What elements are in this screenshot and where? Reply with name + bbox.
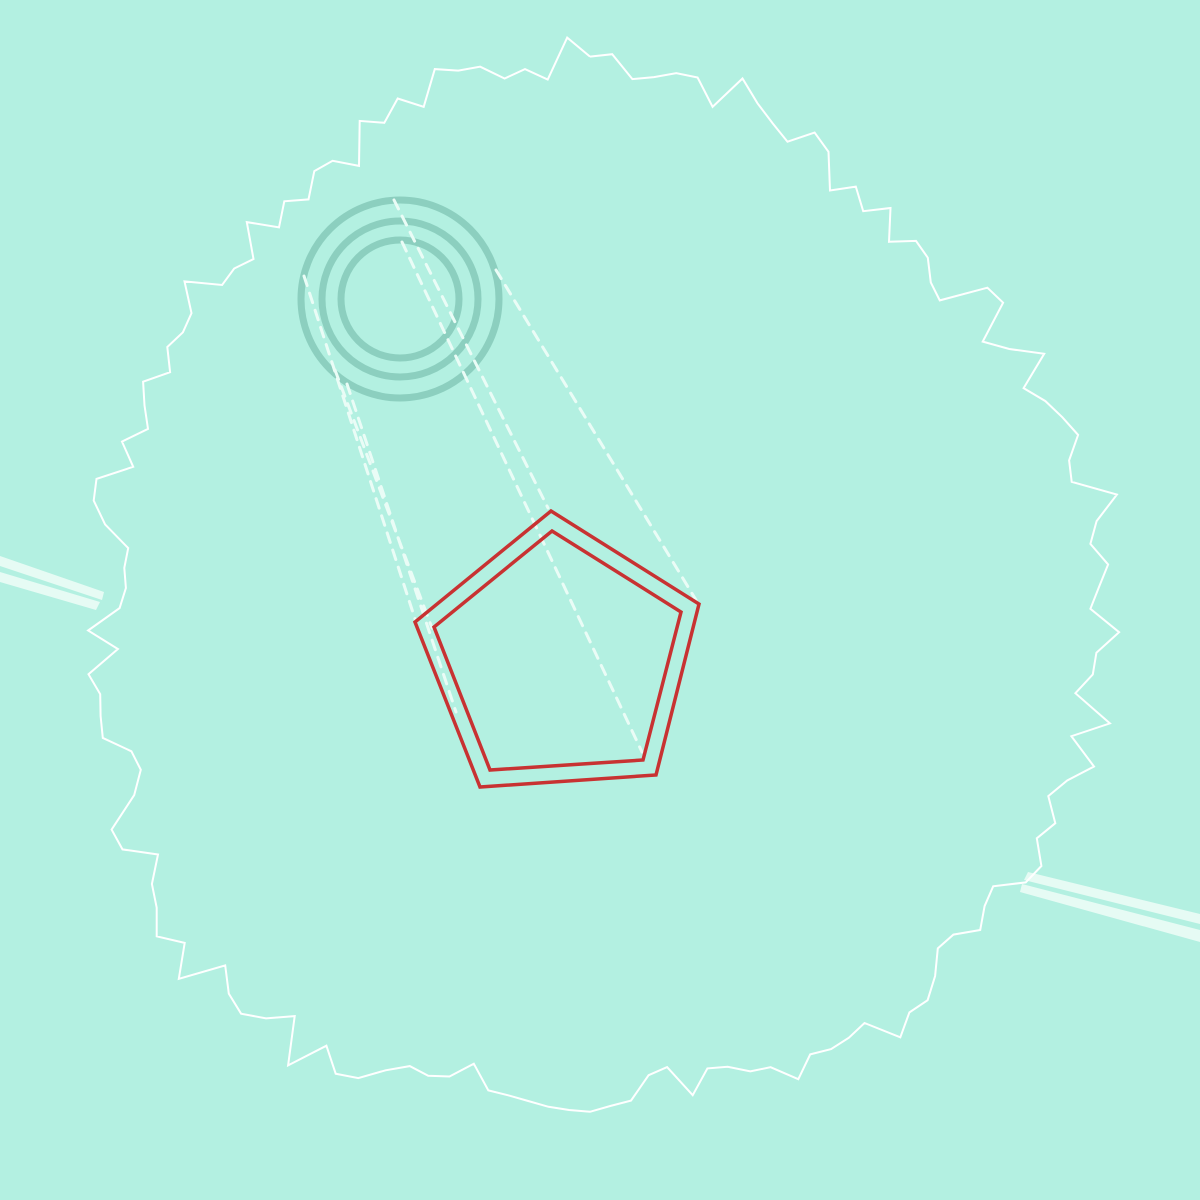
ring-inner (337, 236, 463, 362)
dashed-link-3 (345, 382, 458, 714)
pentagon-inner (431, 528, 684, 772)
pentagon-group (412, 508, 702, 789)
dashed-link-2 (333, 368, 434, 630)
dashed-links (302, 198, 698, 754)
jagged-blob-outline (86, 35, 1121, 1113)
ring-outer (297, 196, 503, 402)
dashed-link-1 (302, 274, 418, 624)
rings-group (297, 196, 503, 402)
beam-left-stripe-top (0, 556, 104, 600)
ring-middle (318, 217, 482, 381)
dashed-link-6 (494, 268, 698, 602)
beam-right-stripe-bottom (1020, 884, 1200, 942)
dashed-link-5 (400, 240, 644, 754)
beam-left-stripe-bottom (0, 572, 100, 610)
beam-left (0, 556, 104, 610)
pentagon-outer (412, 508, 702, 789)
beam-right-stripe-top (1024, 872, 1200, 924)
beam-right (1020, 872, 1200, 942)
dashed-link-4 (392, 198, 550, 510)
